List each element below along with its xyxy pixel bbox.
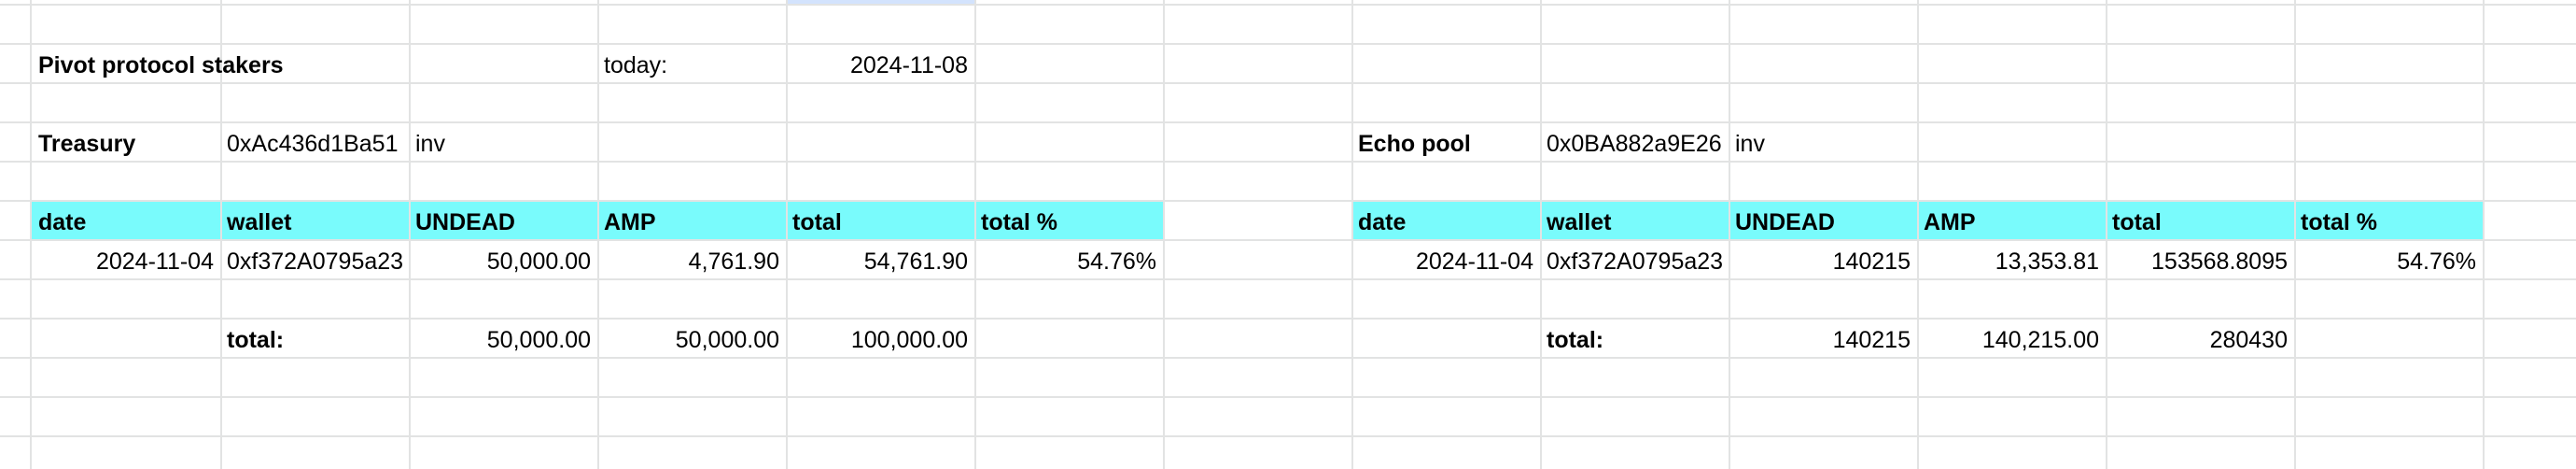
left-row-date[interactable]: 2024-11-04 [95,249,214,275]
right-total-label[interactable]: total: [1547,327,1604,353]
today-label[interactable]: today: [604,52,668,78]
left-header-date[interactable]: date [38,209,87,235]
treasury-label[interactable]: Treasury [38,131,136,157]
echo-pool-address[interactable]: 0x0BA882a9E26 [1547,131,1722,157]
right-row-total-pct[interactable]: 54.76% [2397,249,2476,275]
treasury-address[interactable]: 0xAc436d1Ba51 [227,131,399,157]
right-row-undead[interactable]: 140215 [1832,249,1911,275]
sheet-title[interactable]: Pivot protocol stakers [38,52,284,78]
echo-pool-address-suffix[interactable]: inv [1735,131,1765,157]
left-row-total[interactable]: 54,761.90 [863,249,968,275]
left-header-total-pct[interactable]: total % [981,209,1057,235]
left-row-amp[interactable]: 4,761.90 [688,249,779,275]
right-total-undead[interactable]: 140215 [1832,327,1911,353]
left-header-total[interactable]: total [792,209,842,235]
left-row-total-pct[interactable]: 54.76% [1077,249,1156,275]
right-header-date[interactable]: date [1358,209,1407,235]
right-row-date[interactable]: 2024-11-04 [1415,249,1533,275]
right-total-amp[interactable]: 140,215.00 [1981,327,2099,353]
treasury-address-suffix[interactable]: inv [415,131,445,157]
right-row-total[interactable]: 153568.8095 [2151,249,2288,275]
right-header-wallet[interactable]: wallet [1547,209,1612,235]
selected-column-indicator [788,0,974,6]
right-header-amp[interactable]: AMP [1924,209,1976,235]
left-row-wallet[interactable]: 0xf372A0795a23 [227,249,404,275]
left-total-undead[interactable]: 50,000.00 [486,327,591,353]
left-header-amp[interactable]: AMP [604,209,656,235]
left-header-undead[interactable]: UNDEAD [415,209,515,235]
echo-pool-label[interactable]: Echo pool [1358,131,1471,157]
right-row-wallet[interactable]: 0xf372A0795a23 [1547,249,1724,275]
left-header-wallet[interactable]: wallet [227,209,292,235]
right-header-total[interactable]: total [2112,209,2162,235]
left-total-amp[interactable]: 50,000.00 [675,327,779,353]
right-total-total[interactable]: 280430 [2209,327,2288,353]
today-value[interactable]: 2024-11-08 [849,52,968,78]
left-total-label[interactable]: total: [227,327,285,353]
right-header-total-pct[interactable]: total % [2301,209,2377,235]
left-row-undead[interactable]: 50,000.00 [486,249,591,275]
right-row-amp[interactable]: 13,353.81 [1995,249,2099,275]
right-header-undead[interactable]: UNDEAD [1735,209,1835,235]
left-total-total[interactable]: 100,000.00 [850,327,968,353]
